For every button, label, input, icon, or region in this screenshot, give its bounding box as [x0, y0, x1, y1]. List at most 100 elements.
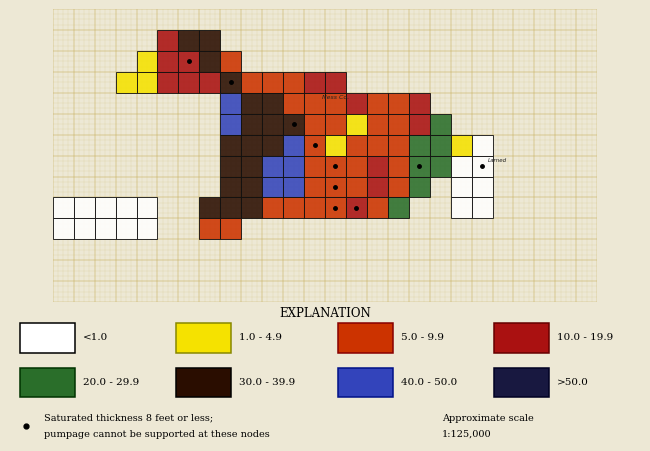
Bar [450, 176, 472, 198]
Text: 30.0 - 39.9: 30.0 - 39.9 [239, 378, 295, 387]
Bar [304, 176, 325, 198]
Bar [116, 218, 136, 239]
Bar [367, 176, 388, 198]
Bar [304, 135, 325, 156]
Bar [53, 218, 73, 239]
Bar [325, 176, 346, 198]
Bar [220, 176, 241, 198]
Bar [220, 93, 241, 114]
Bar [178, 51, 200, 72]
Bar [241, 176, 262, 198]
Bar [200, 51, 220, 72]
Bar [220, 114, 241, 135]
Bar [304, 114, 325, 135]
Bar [200, 72, 220, 93]
Bar [262, 72, 283, 93]
Bar [388, 135, 409, 156]
Bar [53, 198, 73, 218]
Bar [241, 114, 262, 135]
Bar [220, 156, 241, 176]
Bar [367, 114, 388, 135]
Bar [409, 93, 430, 114]
Bar [283, 198, 304, 218]
Text: Ness Co.: Ness Co. [322, 95, 349, 100]
Bar [325, 156, 346, 176]
Bar [95, 218, 116, 239]
Bar [304, 72, 325, 93]
Bar [388, 114, 409, 135]
Bar [220, 198, 241, 218]
Bar [283, 114, 304, 135]
Bar [388, 198, 409, 218]
Bar [241, 135, 262, 156]
Bar [325, 114, 346, 135]
Text: EXPLANATION: EXPLANATION [279, 307, 371, 320]
Bar [325, 198, 346, 218]
Bar [136, 198, 157, 218]
Bar [472, 135, 493, 156]
Bar [472, 176, 493, 198]
Bar [430, 114, 450, 135]
Bar [262, 93, 283, 114]
Bar [346, 156, 367, 176]
Text: 40.0 - 50.0: 40.0 - 50.0 [401, 378, 458, 387]
Bar [409, 176, 430, 198]
Bar [157, 30, 178, 51]
Bar [325, 93, 346, 114]
Bar [409, 156, 430, 176]
Bar [283, 93, 304, 114]
Bar [409, 114, 430, 135]
Bar [346, 198, 367, 218]
Bar [346, 93, 367, 114]
Text: 1:125,000: 1:125,000 [442, 430, 491, 439]
Bar [116, 198, 136, 218]
Text: Larned: Larned [488, 158, 508, 163]
Bar [220, 72, 241, 93]
Bar [241, 72, 262, 93]
Bar [283, 156, 304, 176]
Bar [430, 135, 450, 156]
Bar [241, 198, 262, 218]
Bar [450, 198, 472, 218]
Bar [241, 156, 262, 176]
Text: Saturated thickness 8 feet or less;: Saturated thickness 8 feet or less; [44, 414, 213, 423]
Text: 1.0 - 4.9: 1.0 - 4.9 [239, 333, 281, 342]
Bar [262, 198, 283, 218]
Bar [241, 93, 262, 114]
Bar [338, 323, 393, 353]
Bar [262, 156, 283, 176]
Text: >50.0: >50.0 [557, 378, 589, 387]
Bar [220, 218, 241, 239]
Bar [472, 156, 493, 176]
Bar [136, 51, 157, 72]
Bar [176, 368, 231, 397]
Bar [346, 114, 367, 135]
Bar [157, 51, 178, 72]
Bar [450, 135, 472, 156]
Bar [136, 72, 157, 93]
Bar [178, 30, 200, 51]
Text: pumpage cannot be supported at these nodes: pumpage cannot be supported at these nod… [44, 430, 270, 439]
Text: 20.0 - 29.9: 20.0 - 29.9 [83, 378, 139, 387]
Bar [304, 198, 325, 218]
Bar [472, 198, 493, 218]
Bar [325, 72, 346, 93]
Bar [304, 156, 325, 176]
Bar [430, 156, 450, 176]
Bar [136, 218, 157, 239]
Bar [283, 72, 304, 93]
Bar [262, 176, 283, 198]
Bar [200, 218, 220, 239]
Bar [20, 368, 75, 397]
Bar [346, 135, 367, 156]
Bar [283, 176, 304, 198]
Bar [176, 323, 231, 353]
Bar [367, 156, 388, 176]
Bar [73, 218, 95, 239]
Text: Approximate scale: Approximate scale [442, 414, 534, 423]
Bar [178, 72, 200, 93]
Bar [494, 368, 549, 397]
Bar [367, 93, 388, 114]
Bar [388, 176, 409, 198]
Text: <1.0: <1.0 [83, 333, 108, 342]
